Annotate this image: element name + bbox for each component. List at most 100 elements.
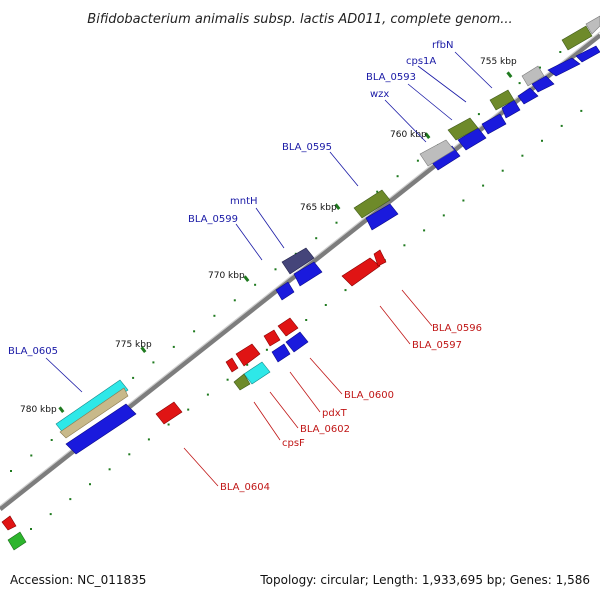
minor-tick	[423, 229, 426, 232]
minor-tick	[233, 299, 236, 302]
feature-arrow	[285, 331, 309, 353]
minor-tick	[246, 363, 249, 366]
minor-tick	[30, 454, 33, 457]
feature-arrow	[501, 99, 521, 119]
feature-box	[585, 15, 600, 35]
feature-arrow	[365, 203, 399, 231]
feature-box	[419, 139, 455, 167]
minor-tick	[477, 113, 480, 116]
tick-760	[424, 132, 431, 139]
gene-labels-red: BLA_0596 BLA_0597 BLA_0600 pdxT BLA_0602…	[220, 323, 482, 493]
leader-lines-red	[183, 289, 433, 487]
gene-label: wzx	[370, 89, 389, 100]
tick-755	[506, 71, 513, 78]
forward-features	[65, 45, 600, 455]
kbp-label: 765 kbp	[300, 203, 337, 213]
minor-tick	[265, 348, 268, 351]
feature-box	[59, 387, 129, 439]
minor-tick	[69, 498, 72, 501]
feature-box	[281, 247, 315, 275]
gene-label: pdxT	[322, 408, 348, 419]
reverse-features	[1, 249, 387, 531]
minor-tick	[50, 439, 53, 441]
feature-arrow	[341, 257, 381, 287]
minor-tick	[274, 268, 277, 271]
feature-arrow	[293, 261, 323, 287]
other-features	[7, 15, 600, 551]
minor-tick	[335, 221, 338, 224]
gene-label: BLA_0597	[412, 340, 462, 351]
gene-label: mntH	[230, 196, 258, 207]
gene-label: BLA_0593	[366, 72, 416, 83]
gene-label: BLA_0596	[432, 323, 482, 334]
feature-arrow	[225, 357, 239, 373]
feature-arrow	[275, 281, 295, 301]
minor-tick	[442, 214, 445, 217]
minor-tick	[30, 528, 32, 530]
gene-label: BLA_0605	[8, 346, 58, 357]
gene-label: BLA_0602	[300, 424, 350, 435]
minor-tick	[226, 378, 229, 381]
minor-tick	[462, 199, 465, 202]
kbp-label: 770 kbp	[208, 271, 245, 281]
feature-box	[561, 25, 593, 51]
map-title: Bifidobacterium animalis subsp. lactis A…	[87, 12, 512, 27]
feature-arrow	[531, 75, 555, 93]
minor-tick	[147, 438, 150, 441]
minor-tick	[49, 513, 52, 516]
kbp-label: 775 kbp	[115, 340, 152, 350]
minor-tick	[315, 237, 318, 240]
leader-lines-blue	[45, 51, 493, 393]
minor-tick	[206, 393, 209, 396]
kbp-label: 755 kbp	[480, 57, 517, 67]
minor-tick	[324, 304, 327, 306]
feature-arrow	[457, 127, 487, 151]
minor-tick	[416, 159, 419, 162]
minor-tick	[403, 244, 406, 247]
tick-765	[334, 203, 341, 210]
minor-tick	[89, 483, 91, 486]
minor-tick	[501, 169, 504, 172]
minor-tick	[213, 314, 216, 317]
minor-tick	[559, 51, 562, 53]
minor-tick	[128, 453, 131, 456]
gene-label: BLA_0599	[188, 214, 238, 225]
gene-label: cpsF	[282, 438, 305, 449]
tick-775	[140, 346, 147, 353]
minor-tick	[580, 109, 583, 112]
feature-arrow	[155, 401, 183, 425]
minor-tick	[108, 468, 111, 471]
gene-label: BLA_0604	[220, 482, 270, 493]
feature-arrow	[277, 317, 299, 337]
feature-box	[353, 189, 391, 219]
minor-tick	[376, 190, 379, 193]
feature-box	[521, 65, 545, 87]
feature-box	[7, 531, 27, 551]
feature-arrow	[263, 329, 281, 347]
minor-tick	[254, 283, 257, 286]
accession-text: Accession: NC_011835	[10, 573, 147, 587]
feature-box	[233, 373, 251, 391]
minor-tick	[172, 345, 175, 348]
feature-box	[447, 117, 479, 141]
minor-tick	[10, 470, 12, 472]
minor-tick	[482, 184, 485, 187]
feature-arrow	[271, 343, 291, 363]
feature-arrow	[517, 87, 539, 105]
minor-tick	[132, 376, 135, 379]
feature-box	[243, 361, 271, 385]
tick-780	[58, 406, 65, 413]
kbp-labels: 755 kbp 760 kbp 765 kbp 770 kbp 775 kbp …	[20, 57, 517, 415]
feature-arrow	[481, 113, 507, 135]
minor-tick	[541, 139, 543, 142]
feature-box	[489, 89, 515, 111]
kbp-ticks	[58, 71, 513, 413]
minor-tick	[539, 66, 541, 69]
gene-label: rfbN	[432, 40, 453, 51]
minor-tick	[305, 319, 308, 321]
gene-labels-blue: rfbN cps1A BLA_0593 wzx BLA_0595 mntH BL…	[8, 40, 453, 357]
feature-arrow	[1, 515, 17, 531]
minor-tick	[521, 154, 524, 157]
gene-label: BLA_0600	[344, 390, 394, 401]
